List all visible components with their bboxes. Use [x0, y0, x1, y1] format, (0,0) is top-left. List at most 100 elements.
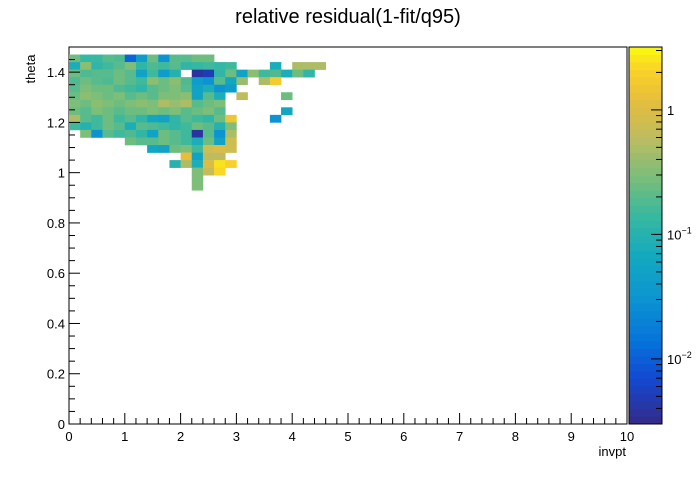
heatmap-cell: [80, 54, 92, 63]
heatmap-cell: [202, 160, 215, 168]
heatmap-cell: [225, 122, 237, 131]
colorbar-band: [629, 250, 662, 259]
colorbar-band: [629, 356, 662, 365]
heatmap-cell: [158, 145, 170, 153]
heatmap-cell: [225, 69, 237, 78]
heatmap-cell: [102, 92, 114, 101]
heatmap-cell: [258, 77, 271, 85]
x-tick-label: 6: [400, 429, 407, 444]
heatmap-cell: [147, 99, 159, 108]
heatmap-cell: [91, 122, 103, 131]
heatmap-cell: [113, 62, 126, 70]
heatmap-cell: [214, 152, 226, 161]
heatmap-cell: [113, 92, 126, 101]
heatmap-cell: [214, 77, 226, 85]
x-tick-label: 8: [512, 429, 519, 444]
heatmap-cell: [180, 62, 193, 70]
heatmap-cell: [113, 77, 126, 85]
heatmap-cell: [180, 129, 193, 138]
heatmap-cell: [169, 62, 181, 70]
heatmap-cell: [180, 92, 193, 101]
heatmap-cell: [158, 99, 170, 108]
heatmap-cell: [202, 54, 215, 63]
heatmap-cell: [124, 77, 137, 85]
colorbar-band: [629, 348, 662, 357]
heatmap-cell: [147, 114, 159, 123]
colorbar-band: [629, 227, 662, 236]
heatmap-cell: [202, 114, 215, 123]
heatmap-cell: [214, 92, 226, 101]
heatmap-cell: [91, 129, 103, 138]
heatmap-cell: [180, 137, 193, 146]
heatmap-cell: [69, 114, 81, 123]
heatmap-cell: [158, 114, 170, 123]
heatmap-cell: [169, 69, 181, 78]
heatmap-cell: [147, 54, 159, 63]
heatmap-cell: [225, 114, 237, 123]
heatmap-cell: [91, 107, 103, 116]
colorbar-band: [629, 84, 662, 93]
heatmap-cell: [169, 137, 181, 146]
colorbar-band: [629, 333, 662, 342]
heatmap-cell: [147, 107, 159, 116]
colorbar-band: [629, 386, 662, 395]
heatmap-cell: [80, 69, 92, 78]
colorbar-band: [629, 363, 662, 372]
heatmap-cell: [135, 92, 148, 101]
x-tick-label: 9: [568, 429, 575, 444]
colorbar-band: [629, 408, 662, 417]
heatmap-cell: [158, 69, 170, 78]
heatmap-cell: [236, 92, 248, 101]
heatmap-cell: [180, 84, 193, 93]
heatmap-cell: [169, 114, 181, 123]
colorbar-band: [629, 145, 662, 153]
heatmap-cell: [124, 54, 137, 63]
heatmap-cell: [191, 175, 204, 184]
heatmap-cell: [214, 145, 226, 153]
heatmap-cell: [69, 54, 81, 63]
heatmap-cell: [102, 122, 114, 131]
heatmap-cell: [147, 122, 159, 131]
colorbar-band: [629, 99, 662, 108]
heatmap-cell: [202, 122, 215, 131]
colorbar-band: [629, 371, 662, 380]
heatmap-cell: [124, 122, 137, 131]
heatmap-cell: [303, 69, 315, 78]
heatmap-cell: [158, 84, 170, 93]
colorbar-band: [629, 212, 662, 221]
colorbar-band: [629, 69, 662, 78]
heatmap-cell: [281, 107, 293, 116]
heatmap-cell: [124, 92, 137, 101]
heatmap-cell: [102, 99, 114, 108]
x-tick-label: 4: [289, 429, 296, 444]
heatmap-cell: [80, 84, 92, 93]
heatmap-cell: [102, 54, 114, 63]
heatmap-cell: [80, 107, 92, 116]
heatmap-cell: [191, 114, 204, 123]
heatmap-cell: [202, 84, 215, 93]
heatmap-cell: [281, 92, 293, 101]
colorbar-tick-label: 1: [667, 103, 674, 118]
heatmap-cell: [69, 122, 81, 131]
heatmap-cell: [91, 99, 103, 108]
heatmap-cell: [147, 137, 159, 146]
heatmap-cell: [236, 77, 248, 85]
heatmap-cell: [214, 129, 226, 138]
heatmap-cell: [225, 62, 237, 70]
heatmap-cell: [147, 145, 159, 153]
heatmap-cell: [147, 92, 159, 101]
heatmap-cell: [214, 99, 226, 108]
heatmap-cell: [113, 122, 126, 131]
heatmap-cell: [180, 160, 193, 168]
heatmap-cell: [135, 137, 148, 146]
heatmap-cell: [135, 54, 148, 63]
colorbar-tick-label: 10−1: [667, 225, 692, 242]
colorbar-band: [629, 318, 662, 327]
x-tick-label: 7: [456, 429, 463, 444]
y-tick-label: 1: [58, 166, 65, 181]
heatmap-cell: [180, 114, 193, 123]
heatmap-cell: [191, 62, 204, 70]
heatmap-cell: [113, 54, 126, 63]
y-tick-label: 0.4: [47, 316, 65, 331]
